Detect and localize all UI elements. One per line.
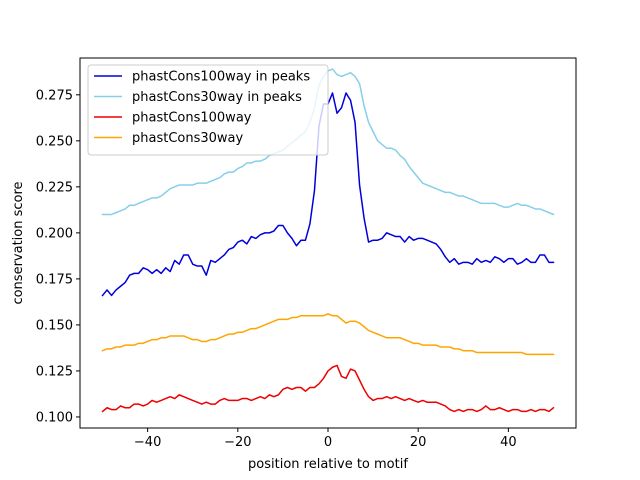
x-axis-ticks: −40 −20 0 20 40 — [134, 428, 517, 450]
y-tick-label: 0.150 — [36, 318, 73, 333]
legend-label-0: phastCons100way in peaks — [132, 70, 310, 85]
y-axis-label: conservation score — [11, 181, 26, 304]
x-tick-label: −40 — [134, 435, 161, 450]
y-tick-label: 0.200 — [36, 226, 73, 241]
y-tick-label: 0.125 — [36, 364, 73, 379]
x-tick-label: 40 — [500, 435, 517, 450]
series-line-3 — [101, 313, 555, 356]
legend-label-1: phastCons30way in peaks — [132, 90, 302, 105]
y-axis-ticks: 0.100 0.125 0.150 0.175 0.200 0.225 0.250 0.275 — [36, 88, 80, 425]
legend-box — [87, 64, 329, 156]
y-tick-label: 0.250 — [36, 134, 73, 149]
x-tick-label: −20 — [224, 435, 251, 450]
legend: phastCons100way in peaks phastCons30way i… — [87, 64, 329, 156]
y-tick-label: 0.175 — [36, 272, 73, 287]
legend-label-2: phastCons100way — [132, 111, 252, 126]
series-line-2 — [101, 364, 555, 413]
x-tick-label: 20 — [410, 435, 427, 450]
legend-label-3: phastCons30way — [132, 131, 244, 146]
y-tick-label: 0.275 — [36, 88, 73, 103]
legend-items: phastCons100way in peaks phastCons30way i… — [94, 70, 310, 146]
y-tick-label: 0.225 — [36, 180, 73, 195]
x-axis-label: position relative to motif — [248, 457, 408, 472]
y-tick-label: 0.100 — [36, 410, 73, 425]
x-tick-label: 0 — [324, 435, 332, 450]
